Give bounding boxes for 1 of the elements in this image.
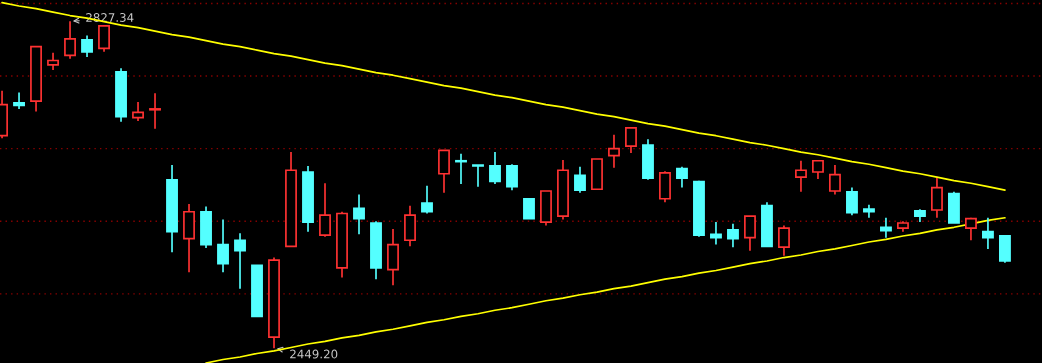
annotation: 2449.20 <box>290 349 338 359</box>
